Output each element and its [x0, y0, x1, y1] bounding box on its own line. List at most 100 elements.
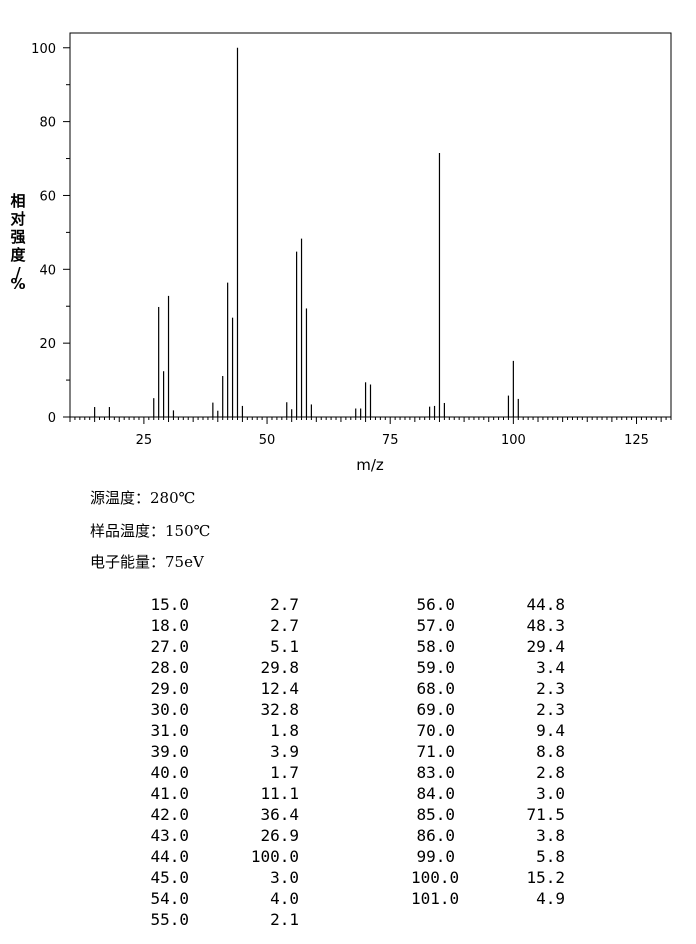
y-axis-title: 相对强度/% — [10, 192, 26, 293]
abundance-value: 29.4 — [526, 637, 565, 656]
peak-bars — [94, 47, 519, 417]
abundance-value: 11.1 — [260, 784, 299, 803]
abundance-value: 3.9 — [270, 742, 299, 761]
abundance-value: 15.2 — [526, 868, 565, 887]
x-tick-label: 50 — [259, 433, 276, 448]
peak-row: 44.0 100.0 — [145, 846, 299, 867]
abundance-value: 2.1 — [270, 910, 299, 929]
condition-label: 源温度： — [90, 489, 151, 507]
mz-value: 54.0 — [150, 889, 189, 908]
condition-value: 280℃ — [150, 489, 196, 507]
y-tick-label: 0 — [48, 411, 56, 426]
mz-value: 69.0 — [416, 700, 455, 719]
peak-row: 69.0 2.3 — [411, 699, 565, 720]
mz-value: 42.0 — [150, 805, 189, 824]
peak-row: 57.0 48.3 — [411, 615, 565, 636]
peak-row: 58.0 29.4 — [411, 636, 565, 657]
mz-value: 59.0 — [416, 658, 455, 677]
peak-table-right: 56.0 44.8 57.0 48.3 58.0 29.4 59.0 3.4 68.0 2.3 69… — [411, 594, 565, 909]
mz-value: 85.0 — [416, 805, 455, 824]
abundance-value: 5.1 — [270, 637, 299, 656]
axis-ticks — [63, 47, 672, 424]
abundance-value: 2.8 — [536, 763, 565, 782]
mz-value: 39.0 — [150, 742, 189, 761]
tick-labels: 25 50 75 100 125 0 20 40 60 80 100 — [31, 42, 649, 448]
mz-value: 101.0 — [411, 889, 460, 908]
y-tick-label: 60 — [39, 189, 56, 204]
condition-line: 电子能量：75eV — [90, 551, 204, 572]
peak-row: 39.0 3.9 — [145, 741, 299, 762]
mz-value: 15.0 — [150, 595, 189, 614]
x-axis-title: m/z — [356, 456, 384, 474]
abundance-value: 2.7 — [270, 595, 299, 614]
x-tick-label: 125 — [624, 433, 649, 448]
condition-line: 源温度：280℃ — [90, 487, 195, 508]
mz-value: 27.0 — [150, 637, 189, 656]
mz-value: 29.0 — [150, 679, 189, 698]
peak-row: 68.0 2.3 — [411, 678, 565, 699]
abundance-value: 100.0 — [250, 847, 299, 866]
abundance-value: 36.4 — [260, 805, 299, 824]
abundance-value: 9.4 — [536, 721, 565, 740]
mz-value: 55.0 — [150, 910, 189, 929]
abundance-value: 29.8 — [260, 658, 299, 677]
mz-value: 100.0 — [411, 868, 460, 887]
mz-value: 41.0 — [150, 784, 189, 803]
abundance-value: 3.0 — [536, 784, 565, 803]
mz-value: 57.0 — [416, 616, 455, 635]
abundance-value: 44.8 — [526, 595, 565, 614]
y-tick-label: 80 — [39, 116, 56, 131]
y-tick-label: 100 — [31, 42, 56, 57]
peak-row: 56.0 44.8 — [411, 594, 565, 615]
peak-row: 29.0 12.4 — [145, 678, 299, 699]
peak-row: 100.0 15.2 — [411, 867, 565, 888]
abundance-value: 4.0 — [270, 889, 299, 908]
mz-value: 58.0 — [416, 637, 455, 656]
mz-value: 83.0 — [416, 763, 455, 782]
mz-value: 18.0 — [150, 616, 189, 635]
condition-label: 样品温度： — [90, 522, 166, 540]
plot-frame — [69, 32, 672, 418]
condition-value: 150℃ — [165, 522, 211, 540]
mz-value: 99.0 — [416, 847, 455, 866]
condition-label: 电子能量： — [90, 553, 166, 571]
peak-row: 45.0 3.0 — [145, 867, 299, 888]
abundance-value: 32.8 — [260, 700, 299, 719]
peak-row: 70.0 9.4 — [411, 720, 565, 741]
peak-row: 83.0 2.8 — [411, 762, 565, 783]
peak-row: 59.0 3.4 — [411, 657, 565, 678]
peak-row: 30.0 32.8 — [145, 699, 299, 720]
abundance-value: 3.4 — [536, 658, 565, 677]
abundance-value: 26.9 — [260, 826, 299, 845]
mz-value: 31.0 — [150, 721, 189, 740]
peak-row: 84.0 3.0 — [411, 783, 565, 804]
peak-row: 31.0 1.8 — [145, 720, 299, 741]
mz-value: 40.0 — [150, 763, 189, 782]
condition-line: 样品温度：150℃ — [90, 520, 210, 541]
abundance-value: 3.0 — [270, 868, 299, 887]
peak-row: 85.0 71.5 — [411, 804, 565, 825]
mz-value: 56.0 — [416, 595, 455, 614]
peak-row: 40.0 1.7 — [145, 762, 299, 783]
abundance-value: 2.7 — [270, 616, 299, 635]
abundance-value: 12.4 — [260, 679, 299, 698]
mz-value: 43.0 — [150, 826, 189, 845]
peak-row: 99.0 5.8 — [411, 846, 565, 867]
abundance-value: 48.3 — [526, 616, 565, 635]
mz-value: 86.0 — [416, 826, 455, 845]
mass-spectrum-chart: 25 50 75 100 125 0 20 40 60 80 100 m/z 相对强度/% — [10, 32, 672, 474]
abundance-value: 5.8 — [536, 847, 565, 866]
peak-row: 54.0 4.0 — [145, 888, 299, 909]
y-tick-label: 20 — [39, 337, 56, 352]
abundance-value: 1.8 — [270, 721, 299, 740]
abundance-value: 71.5 — [526, 805, 565, 824]
mz-value: 68.0 — [416, 679, 455, 698]
x-tick-label: 75 — [382, 433, 399, 448]
mz-value: 30.0 — [150, 700, 189, 719]
peak-row: 55.0 2.1 — [145, 909, 299, 930]
abundance-value: 1.7 — [270, 763, 299, 782]
x-tick-label: 25 — [136, 433, 153, 448]
abundance-value: 8.8 — [536, 742, 565, 761]
x-tick-label: 100 — [501, 433, 526, 448]
peak-row: 43.0 26.9 — [145, 825, 299, 846]
